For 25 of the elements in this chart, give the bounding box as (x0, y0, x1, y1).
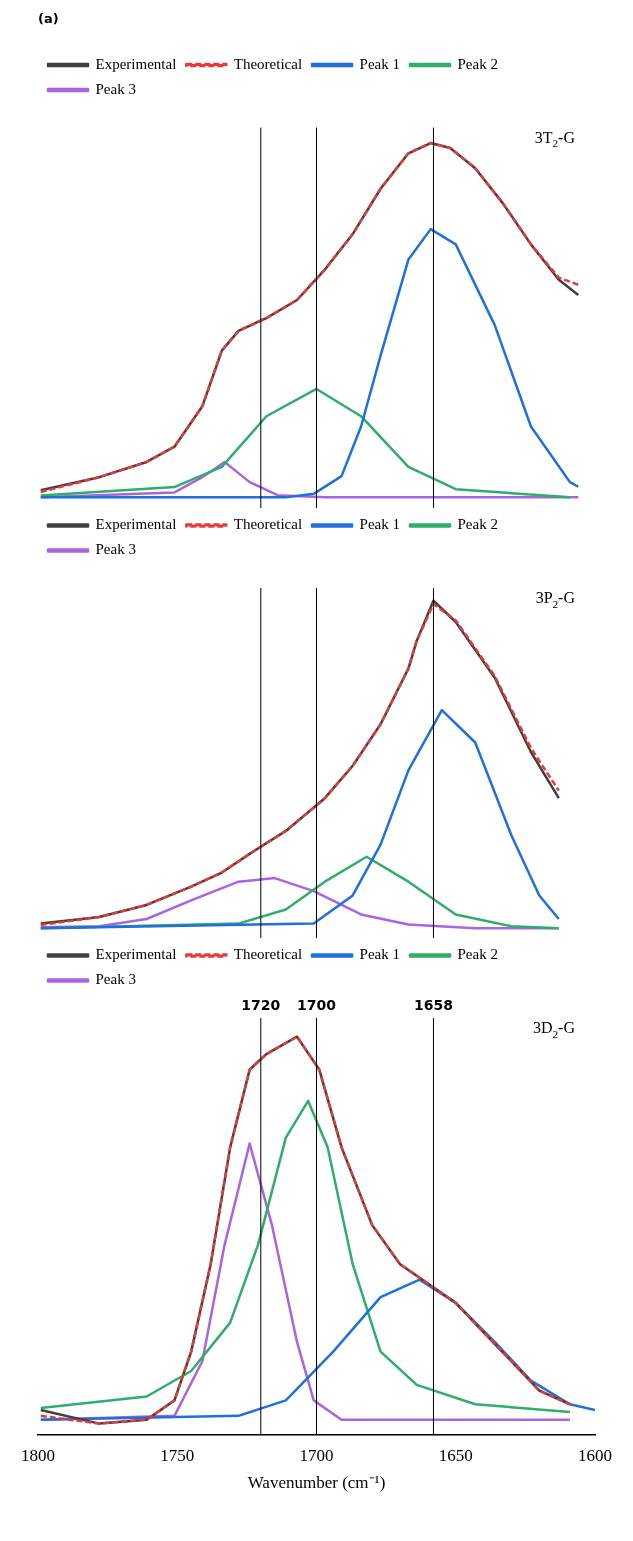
legend-label: Peak 2 (457, 56, 498, 73)
legend-label: Peak 3 (95, 541, 136, 558)
ref-line-label: 1700 (297, 996, 337, 1013)
legend-label: Peak 1 (359, 516, 401, 533)
x-tick-label: 1800 (21, 1445, 55, 1465)
legend-label: Peak 2 (457, 516, 498, 533)
legend-label: Peak 2 (457, 946, 498, 963)
legend-label: Theoretical (233, 516, 303, 533)
x-tick-label: 1750 (160, 1445, 195, 1465)
x-axis-title: Wavenumber (cm⁻¹) (247, 1473, 386, 1493)
legend-label: Experimental (95, 516, 177, 533)
legend-label: Theoretical (233, 946, 303, 963)
ref-line-label: 1720 (241, 996, 281, 1013)
legend-label: Experimental (95, 946, 177, 963)
legend-label: Peak 1 (359, 56, 401, 73)
x-tick-label: 1700 (299, 1445, 334, 1465)
legend-label: Peak 1 (359, 946, 401, 963)
x-tick-label: 1600 (578, 1445, 612, 1465)
legend-label: Theoretical (233, 56, 303, 73)
legend-label: Peak 3 (95, 81, 136, 98)
ref-line-label: 1658 (413, 996, 453, 1013)
x-tick-label: 1650 (438, 1445, 473, 1465)
legend-label: Experimental (95, 56, 177, 73)
chart-title: (a) (38, 11, 59, 27)
legend-label: Peak 3 (95, 971, 136, 988)
